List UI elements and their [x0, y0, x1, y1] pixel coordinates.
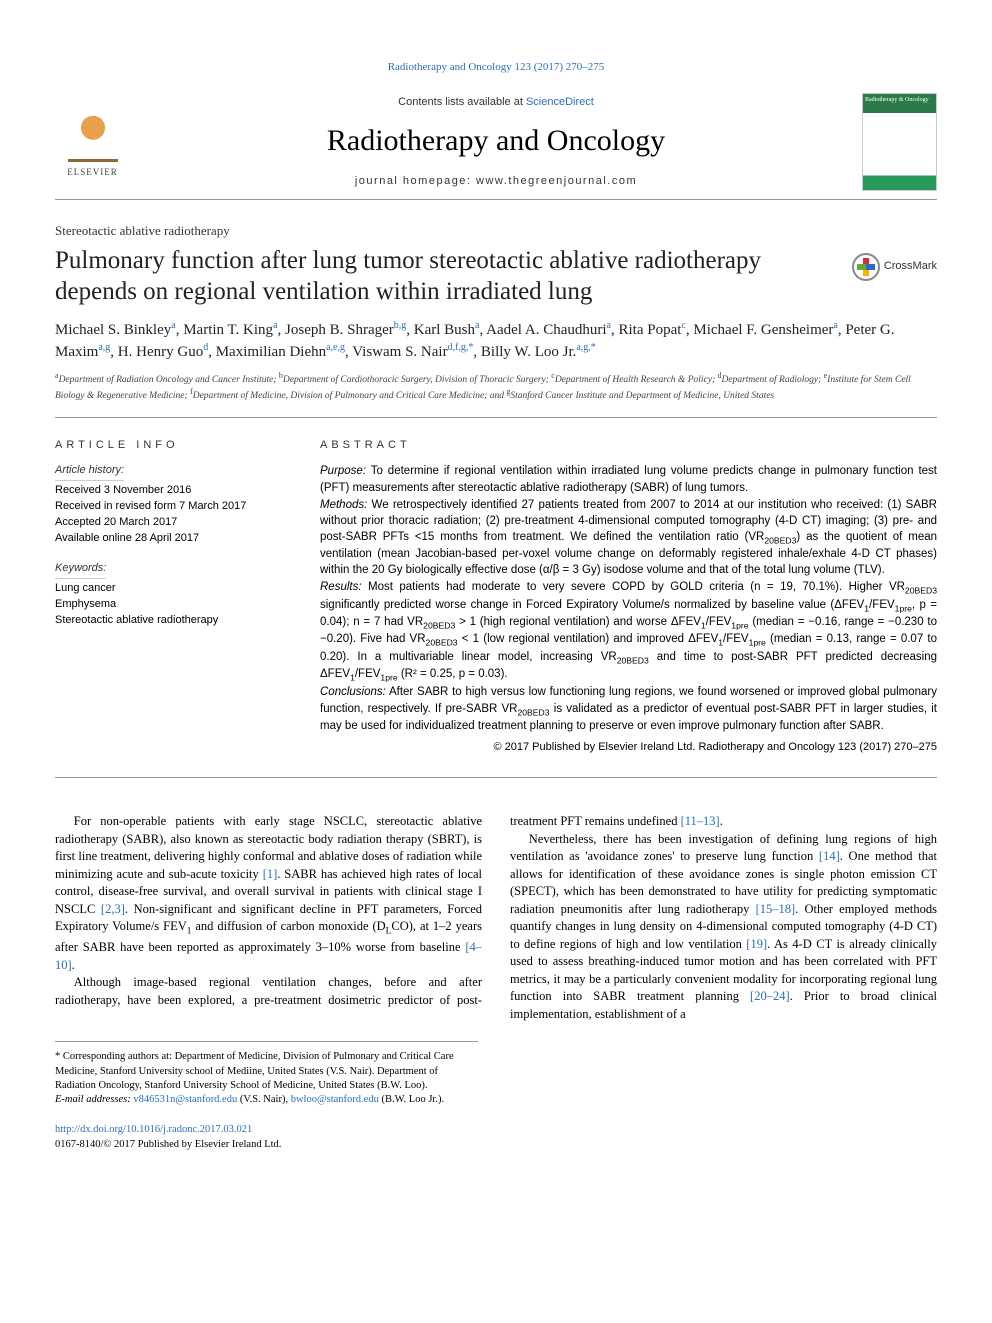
- crossmark-label: CrossMark: [884, 259, 937, 274]
- keywords-block: Keywords: Lung cancerEmphysemaStereotact…: [55, 561, 280, 629]
- results-text: Most patients had moderate to very sever…: [320, 581, 937, 680]
- journal-header: ELSEVIER Contents lists available at Sci…: [55, 93, 937, 200]
- sciencedirect-link[interactable]: ScienceDirect: [526, 96, 594, 108]
- purpose-text: To determine if regional ventilation wit…: [320, 465, 937, 493]
- methods-label: Methods:: [320, 499, 367, 511]
- results-label: Results:: [320, 581, 362, 593]
- email-line: E-mail addresses: v846531n@stanford.edu …: [55, 1093, 478, 1107]
- doi-link[interactable]: http://dx.doi.org/10.1016/j.radonc.2017.…: [55, 1123, 937, 1138]
- cover-title: Radiotherapy & Oncology: [865, 96, 929, 104]
- copyright: © 2017 Published by Elsevier Ireland Ltd…: [320, 740, 937, 755]
- article-info: ARTICLE INFO Article history: Received 3…: [55, 438, 280, 755]
- authors-list: Michael S. Binkleya, Martin T. Kinga, Jo…: [55, 319, 937, 363]
- elsevier-logo[interactable]: ELSEVIER: [55, 100, 130, 185]
- contents-prefix: Contents lists available at: [398, 96, 526, 108]
- footnotes: * Corresponding authors at: Department o…: [55, 1041, 478, 1107]
- history-text: Received 3 November 2016Received in revi…: [55, 483, 280, 547]
- contents-line: Contents lists available at ScienceDirec…: [150, 95, 842, 110]
- article-title: Pulmonary function after lung tumor ster…: [55, 245, 837, 308]
- conclusions-text: After SABR to high versus low functionin…: [320, 686, 937, 731]
- email-2-who: (B.W. Loo Jr.).: [379, 1094, 444, 1105]
- body-p3: Nevertheless, there has been investigati…: [510, 831, 937, 1024]
- title-row: Pulmonary function after lung tumor ster…: [55, 245, 937, 308]
- abstract: ABSTRACT Purpose: To determine if region…: [320, 438, 937, 755]
- body-p1: For non-operable patients with early sta…: [55, 813, 482, 974]
- methods-text: We retrospectively identified 27 patient…: [320, 499, 937, 577]
- abstract-results: Results: Most patients had moderate to v…: [320, 579, 937, 683]
- email-1[interactable]: v846531n@stanford.edu: [133, 1094, 237, 1105]
- email-1-who: (V.S. Nair),: [237, 1094, 290, 1105]
- keywords-label: Keywords:: [55, 561, 106, 579]
- journal-cover-thumbnail[interactable]: Radiotherapy & Oncology: [862, 93, 937, 191]
- footer: http://dx.doi.org/10.1016/j.radonc.2017.…: [55, 1123, 937, 1152]
- publisher-name: ELSEVIER: [67, 166, 118, 179]
- crossmark-badge[interactable]: CrossMark: [852, 253, 937, 281]
- top-citation[interactable]: Radiotherapy and Oncology 123 (2017) 270…: [55, 60, 937, 75]
- history-block: Article history: Received 3 November 201…: [55, 463, 280, 547]
- issn-line: 0167-8140/© 2017 Published by Elsevier I…: [55, 1138, 937, 1153]
- purpose-label: Purpose:: [320, 465, 366, 477]
- email-2[interactable]: bwloo@stanford.edu: [291, 1094, 379, 1105]
- keywords-text: Lung cancerEmphysemaStereotactic ablativ…: [55, 581, 280, 629]
- history-label: Article history:: [55, 463, 124, 481]
- abstract-heading: ABSTRACT: [320, 438, 937, 453]
- abstract-purpose: Purpose: To determine if regional ventil…: [320, 463, 937, 495]
- abstract-conclusions: Conclusions: After SABR to high versus l…: [320, 684, 937, 734]
- homepage-prefix: journal homepage:: [355, 175, 476, 187]
- crossmark-icon: [852, 253, 880, 281]
- article-info-heading: ARTICLE INFO: [55, 438, 280, 453]
- conclusions-label: Conclusions:: [320, 686, 386, 698]
- info-abstract-row: ARTICLE INFO Article history: Received 3…: [55, 438, 937, 778]
- affiliations: aDepartment of Radiation Oncology and Ca…: [55, 371, 937, 418]
- section-label: Stereotactic ablative radiotherapy: [55, 222, 937, 240]
- elsevier-tree-icon: [68, 107, 118, 162]
- homepage-line: journal homepage: www.thegreenjournal.co…: [150, 174, 842, 189]
- homepage-url[interactable]: www.thegreenjournal.com: [476, 175, 637, 187]
- header-center: Contents lists available at ScienceDirec…: [130, 95, 862, 190]
- abstract-methods: Methods: We retrospectively identified 2…: [320, 497, 937, 579]
- corresponding-author: * Corresponding authors at: Department o…: [55, 1050, 478, 1093]
- body-text: For non-operable patients with early sta…: [55, 813, 937, 1023]
- email-label: E-mail addresses:: [55, 1094, 131, 1105]
- journal-name: Radiotherapy and Oncology: [150, 120, 842, 162]
